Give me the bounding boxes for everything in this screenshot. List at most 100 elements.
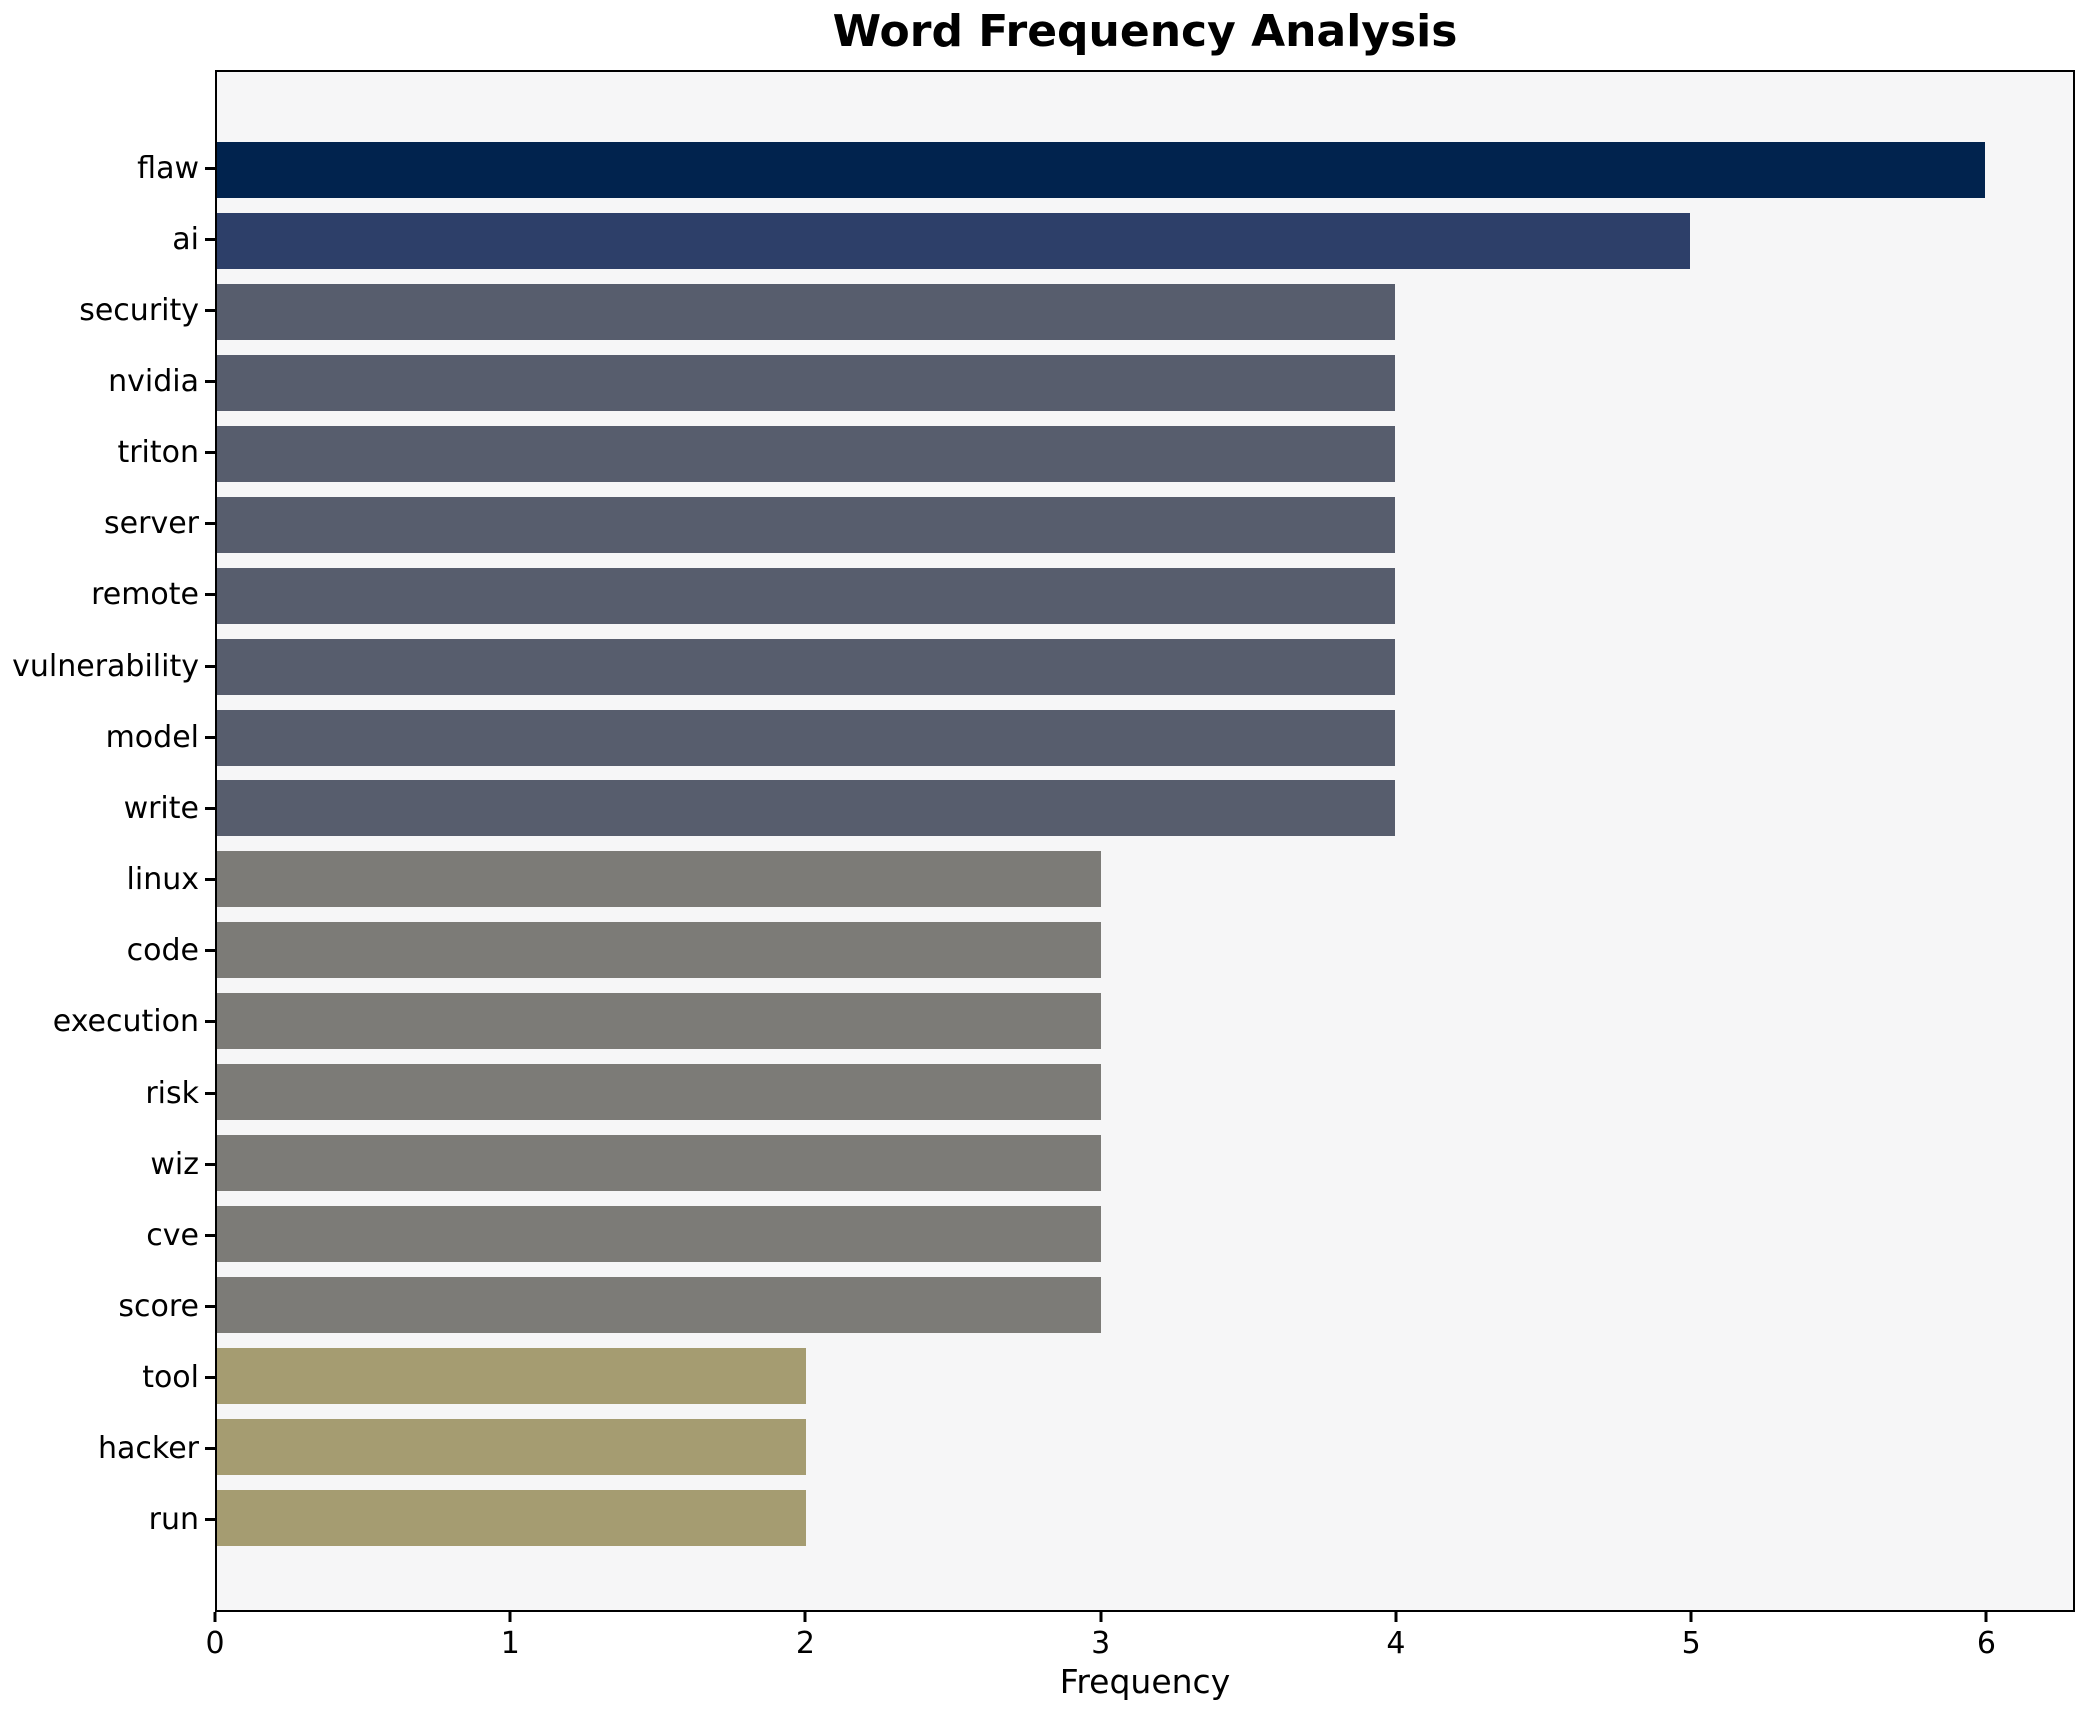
y-tick-mark <box>205 664 215 668</box>
y-label-wiz: wiz <box>150 1146 199 1182</box>
bar-execution <box>217 993 1101 1050</box>
y-tick-mark <box>205 806 215 810</box>
bar-row <box>217 922 2073 979</box>
bar-row <box>217 638 2073 695</box>
y-label-row: server <box>0 496 215 552</box>
bar-row <box>217 354 2073 411</box>
x-tick-label-1: 1 <box>500 1626 520 1661</box>
chart-title: Word Frequency Analysis <box>832 6 1458 57</box>
x-tick-mark <box>1984 1612 1988 1622</box>
x-tick-mark <box>1394 1612 1398 1622</box>
y-label-row: flaw <box>0 140 215 196</box>
bar-score <box>217 1277 1101 1333</box>
y-label-nvidia: nvidia <box>108 363 199 399</box>
y-tick-mark <box>205 1376 215 1380</box>
y-label-row: tool <box>0 1350 215 1406</box>
bar-row <box>217 283 2073 340</box>
x-tick-label-6: 6 <box>1976 1626 1996 1661</box>
bar-write <box>217 780 1396 837</box>
bar-vulnerability <box>217 638 1396 695</box>
y-label-row: linux <box>0 852 215 908</box>
x-tick-mark <box>508 1612 512 1622</box>
y-label-row: code <box>0 923 215 979</box>
y-label-tool: tool <box>142 1360 199 1396</box>
y-label-row: cve <box>0 1207 215 1263</box>
bar-row <box>217 1347 2073 1404</box>
x-tick-mark <box>803 1612 807 1622</box>
y-label-row: execution <box>0 994 215 1050</box>
y-label-row: nvidia <box>0 353 215 409</box>
y-tick-mark <box>205 735 215 739</box>
y-label-row: ai <box>0 211 215 267</box>
bar-code <box>217 922 1101 979</box>
y-label-row: triton <box>0 425 215 481</box>
y-tick-mark <box>205 1162 215 1166</box>
y-label-flaw: flaw <box>137 150 199 186</box>
y-label-score: score <box>118 1289 199 1324</box>
y-tick-mark <box>205 1091 215 1095</box>
y-label-row: write <box>0 780 215 836</box>
bar-triton <box>217 425 1396 482</box>
bar-row <box>217 1277 2073 1333</box>
bar-row <box>217 851 2073 908</box>
bar-remote <box>217 567 1396 624</box>
y-label-hacker: hacker <box>98 1431 199 1467</box>
bar-nvidia <box>217 354 1396 411</box>
y-label-linux: linux <box>126 862 199 898</box>
bars-layer <box>217 72 2073 1610</box>
bar-model <box>217 709 1396 766</box>
y-tick-mark <box>205 949 215 953</box>
y-tick-mark <box>205 522 215 526</box>
y-label-triton: triton <box>117 435 199 471</box>
y-tick-mark <box>205 379 215 383</box>
y-label-ai: ai <box>172 221 199 257</box>
y-label-execution: execution <box>52 1004 199 1040</box>
x-tick-label-4: 4 <box>1386 1626 1406 1661</box>
y-label-remote: remote <box>91 577 199 613</box>
bar-row <box>217 142 2073 198</box>
x-axis: 0 1 2 3 4 5 6 <box>205 1612 2075 1672</box>
bar-flaw <box>217 142 1985 198</box>
y-axis-labels: flaw ai security nvidia triton server remote vu… <box>0 70 215 1612</box>
y-tick-mark <box>205 1233 215 1237</box>
y-label-security: security <box>79 292 199 328</box>
y-label-vulnerability: vulnerability <box>12 648 199 684</box>
bar-hacker <box>217 1418 807 1475</box>
bar-ai <box>217 212 1691 269</box>
bar-row <box>217 1064 2073 1121</box>
bar-row <box>217 709 2073 766</box>
bar-row <box>217 1418 2073 1475</box>
bar-row <box>217 1489 2073 1546</box>
bar-run <box>217 1489 807 1546</box>
x-axis-label: Frequency <box>1059 1662 1231 1701</box>
y-tick-mark <box>205 1518 215 1522</box>
bar-row <box>217 496 2073 553</box>
y-label-row: wiz <box>0 1136 215 1192</box>
y-label-row: hacker <box>0 1421 215 1477</box>
y-label-row: security <box>0 282 215 338</box>
y-tick-mark <box>205 237 215 241</box>
x-tick-mark <box>1099 1612 1103 1622</box>
bar-tool <box>217 1347 807 1404</box>
y-tick-mark <box>205 451 215 455</box>
bar-row <box>217 1206 2073 1263</box>
y-tick-mark <box>205 308 215 312</box>
y-tick-mark <box>205 166 215 170</box>
y-label-server: server <box>104 506 199 542</box>
y-label-model: model <box>105 719 199 755</box>
y-tick-mark <box>205 878 215 882</box>
x-tick-label-2: 2 <box>795 1626 816 1661</box>
y-label-row: risk <box>0 1065 215 1121</box>
y-tick-mark <box>205 1020 215 1024</box>
bar-row <box>217 1135 2073 1192</box>
y-label-row: vulnerability <box>0 638 215 694</box>
bar-row <box>217 567 2073 624</box>
y-label-row: model <box>0 709 215 765</box>
bar-row <box>217 425 2073 482</box>
bar-server <box>217 496 1396 553</box>
y-label-row: run <box>0 1492 215 1548</box>
y-label-run: run <box>148 1502 199 1538</box>
bar-row <box>217 212 2073 269</box>
y-tick-mark <box>205 1447 215 1451</box>
